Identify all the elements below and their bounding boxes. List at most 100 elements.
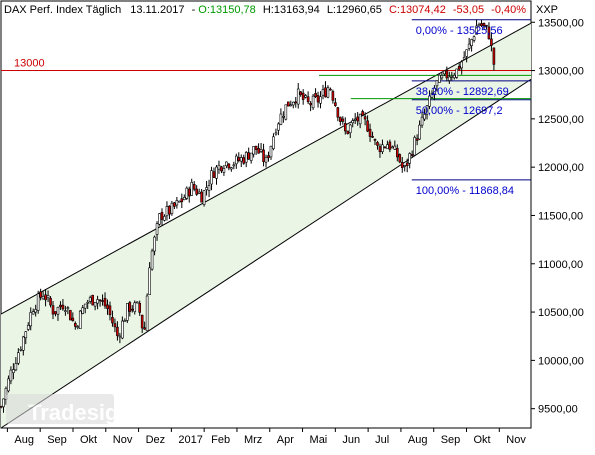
candle-body — [391, 146, 394, 149]
candle-body — [212, 171, 216, 178]
candle-body — [148, 267, 151, 295]
candle-body — [244, 152, 248, 163]
candle-body — [462, 57, 466, 60]
candle-body — [346, 130, 350, 134]
candle-body — [69, 310, 72, 321]
candle-body — [289, 104, 293, 107]
candle-body — [430, 92, 434, 98]
candle-body — [450, 76, 454, 78]
x-tick-label: Mrz — [244, 434, 262, 446]
candle-body — [343, 123, 347, 132]
candle-body — [61, 304, 65, 310]
candle-body — [284, 104, 288, 120]
candle-body — [29, 312, 33, 327]
candle-body — [168, 205, 171, 215]
candle-body — [435, 80, 439, 87]
fib-label: 50,00% - 12697,2 — [416, 105, 503, 117]
candle-body — [76, 326, 80, 328]
candle-body — [163, 216, 166, 221]
candle-body — [363, 116, 367, 120]
candle-body — [140, 314, 144, 329]
candle-body — [400, 162, 404, 168]
y-tick-label: 12000,00 — [538, 162, 584, 174]
candle-body — [138, 303, 142, 313]
candle-body — [81, 307, 85, 314]
candle-body — [269, 145, 273, 158]
candle-body — [460, 61, 464, 69]
x-tick-label: Jul — [375, 434, 389, 446]
x-tick-label: Apr — [277, 434, 294, 446]
candle-body — [180, 198, 184, 203]
symbol-label: XXP — [536, 4, 558, 16]
y-tick-label: 13000,00 — [538, 66, 584, 78]
candle-body — [482, 22, 486, 27]
candle-body — [111, 316, 114, 324]
candle-body — [93, 302, 97, 307]
candle-body — [155, 223, 159, 235]
candle-body — [341, 118, 345, 122]
candle-body — [210, 170, 213, 185]
candle-body — [24, 331, 28, 339]
candle-body — [311, 95, 315, 109]
candle-body — [485, 24, 488, 27]
candle-body — [86, 301, 89, 304]
candle-body — [36, 293, 40, 311]
candle-body — [299, 91, 303, 95]
candle-body — [252, 146, 255, 155]
candle-body — [368, 128, 372, 137]
candle-body — [178, 200, 181, 203]
candle-body — [121, 320, 124, 339]
x-tick-label: 2017 — [178, 434, 202, 446]
candle-body — [4, 388, 8, 400]
candle-body — [197, 191, 201, 194]
candle-body — [410, 154, 414, 156]
candle-body — [396, 148, 399, 158]
candle-body — [187, 188, 191, 197]
candle-body — [123, 320, 127, 322]
candle-body — [202, 190, 206, 205]
x-tick-label: Okt — [80, 434, 97, 446]
watermark-logo: Tradesignal online — [6, 394, 221, 425]
candles — [0, 19, 496, 413]
candle-body — [373, 139, 377, 141]
change-pct-value: -0,40% — [491, 4, 526, 16]
candle-body — [366, 120, 369, 132]
open-value: O:13150,78 — [198, 4, 256, 16]
candle-body — [242, 157, 246, 164]
candle-body — [200, 191, 203, 203]
candle-body — [455, 68, 459, 78]
x-tick-label: Aug — [14, 434, 34, 446]
y-tick-label: 11000,00 — [538, 259, 583, 271]
candle-body — [309, 102, 312, 106]
candle-body — [405, 162, 409, 167]
candle-body — [259, 148, 263, 152]
candle-body — [314, 93, 317, 97]
candle-body — [133, 302, 137, 313]
candle-body — [470, 39, 473, 46]
candle-body — [2, 398, 5, 408]
candle-body — [448, 76, 451, 81]
candle-body — [467, 43, 471, 49]
candle-body — [274, 132, 278, 135]
candle-body — [443, 70, 446, 75]
candle-body — [126, 303, 129, 321]
candle-body — [91, 294, 94, 306]
candle-body — [9, 369, 13, 382]
candle-body — [272, 136, 275, 149]
x-tick-label: Sep — [441, 434, 461, 446]
candle-body — [319, 96, 322, 104]
candle-body — [361, 111, 364, 116]
candle-body — [227, 163, 231, 169]
horizontal-lines — [1, 19, 531, 181]
candle-body — [393, 145, 397, 150]
y-tick-label: 11500,00 — [538, 210, 583, 222]
ref-line-label: 13000 — [14, 58, 45, 70]
candle-body — [408, 153, 411, 164]
candle-body — [257, 148, 260, 154]
candle-body — [170, 202, 174, 214]
candle-body — [287, 101, 290, 107]
candle-body — [26, 325, 30, 330]
candle-body — [356, 116, 359, 122]
